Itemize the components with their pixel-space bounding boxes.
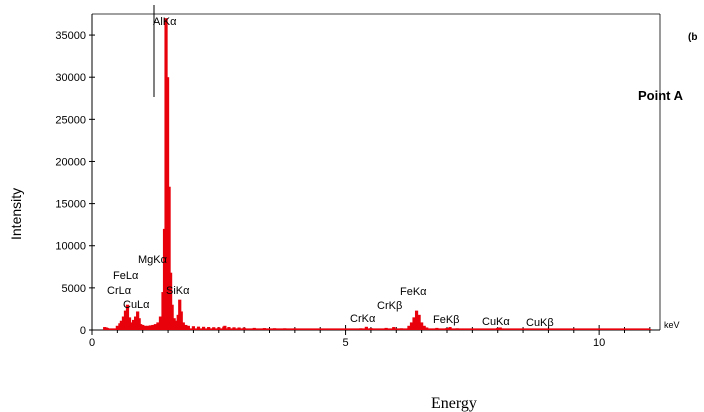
spectrum-bar bbox=[196, 326, 201, 330]
y-tick-label: 10000 bbox=[55, 241, 86, 253]
y-axis-ticks: 0 5000 10000 15000 20000 25000 30000 35000 bbox=[55, 30, 95, 337]
spectrum-bar bbox=[148, 325, 152, 330]
peak-label-mgka: MgKα bbox=[138, 254, 168, 266]
y-axis-title: Intensity bbox=[8, 188, 24, 240]
spectrum-bar bbox=[648, 329, 652, 330]
y-tick-label: 15000 bbox=[55, 199, 86, 211]
spectrum-bar bbox=[167, 186, 171, 330]
spectrum-bar bbox=[141, 324, 145, 330]
spectrum-bar bbox=[170, 304, 174, 330]
spectrum-bar bbox=[153, 324, 157, 330]
x-tick-label: 10 bbox=[593, 337, 605, 349]
x-axis-unit: keV bbox=[664, 320, 680, 330]
spectrum-bar bbox=[169, 272, 173, 330]
spectrum-bar bbox=[417, 314, 421, 330]
spectrum-bar bbox=[414, 310, 419, 330]
y-tick-label: 30000 bbox=[55, 72, 86, 84]
spectrum-bar bbox=[146, 325, 150, 330]
spectrum-bar bbox=[409, 322, 414, 330]
plot-frame bbox=[91, 5, 661, 331]
spectrum-bar bbox=[158, 316, 163, 330]
spectrum-bar bbox=[151, 324, 155, 330]
spectrum-bar bbox=[186, 325, 190, 330]
peak-labels: AlKα MgKα FeLα CrLα CuLα SiKα CrKα CrKβ … bbox=[107, 16, 554, 329]
spectrum-bar bbox=[412, 317, 416, 330]
peak-label-alka: AlKα bbox=[153, 16, 177, 28]
spectrum-bar bbox=[191, 326, 196, 330]
spectrum-bar bbox=[115, 325, 119, 330]
x-tick-label: 5 bbox=[343, 337, 349, 349]
point-annotation: Point A bbox=[638, 88, 684, 103]
peak-label-fela: FeLα bbox=[113, 270, 139, 282]
spectrum-bar bbox=[172, 318, 176, 330]
x-tick-label: 0 bbox=[89, 337, 95, 349]
spectrum-bar bbox=[420, 322, 424, 330]
peak-label-feka: FeKα bbox=[400, 286, 427, 298]
peak-label-cuka: CuKα bbox=[482, 316, 510, 328]
spectrum-bar bbox=[179, 311, 183, 330]
peak-label-crkb: CrKβ bbox=[377, 300, 402, 312]
peak-label-fekb: FeKβ bbox=[433, 314, 460, 326]
panel-label: (b bbox=[688, 32, 697, 43]
spectrum-bar bbox=[422, 325, 426, 330]
spectrum-bar bbox=[123, 310, 128, 330]
spectrum-bar bbox=[174, 320, 178, 330]
spectrum-bar bbox=[407, 325, 411, 330]
spectrum-bar bbox=[364, 326, 368, 330]
spectrum-bar bbox=[125, 304, 130, 330]
spectrum-bar bbox=[143, 325, 147, 330]
x-axis-title: Energy bbox=[431, 395, 477, 412]
spectrum-bar bbox=[184, 324, 188, 330]
spectrum-bar bbox=[134, 316, 138, 330]
peak-label-cula: CuLα bbox=[123, 299, 150, 311]
spectrum-bar bbox=[121, 316, 126, 330]
spectrum-bar bbox=[223, 325, 227, 330]
spectrum-bar bbox=[119, 320, 124, 330]
y-tick-label: 5000 bbox=[62, 283, 86, 295]
spectrum-bar bbox=[129, 322, 134, 330]
y-tick-label: 35000 bbox=[55, 30, 86, 42]
spectrum-bar bbox=[127, 317, 132, 330]
y-tick-label: 0 bbox=[80, 325, 86, 337]
spectrum-bars bbox=[103, 18, 652, 331]
spectrum-bar bbox=[201, 326, 206, 330]
y-tick-label: 25000 bbox=[55, 114, 86, 126]
peak-label-crla: CrLα bbox=[107, 285, 132, 297]
spectrum-bar bbox=[131, 319, 136, 330]
spectrum-bar bbox=[139, 324, 143, 330]
spectrum-bar bbox=[181, 322, 185, 330]
peak-label-crka: CrKα bbox=[350, 313, 376, 325]
spectrum-bar bbox=[156, 322, 160, 330]
y-tick-label: 20000 bbox=[55, 156, 86, 168]
peak-label-cukb: CuKβ bbox=[526, 317, 554, 329]
peak-label-sika: SiKα bbox=[166, 285, 190, 297]
